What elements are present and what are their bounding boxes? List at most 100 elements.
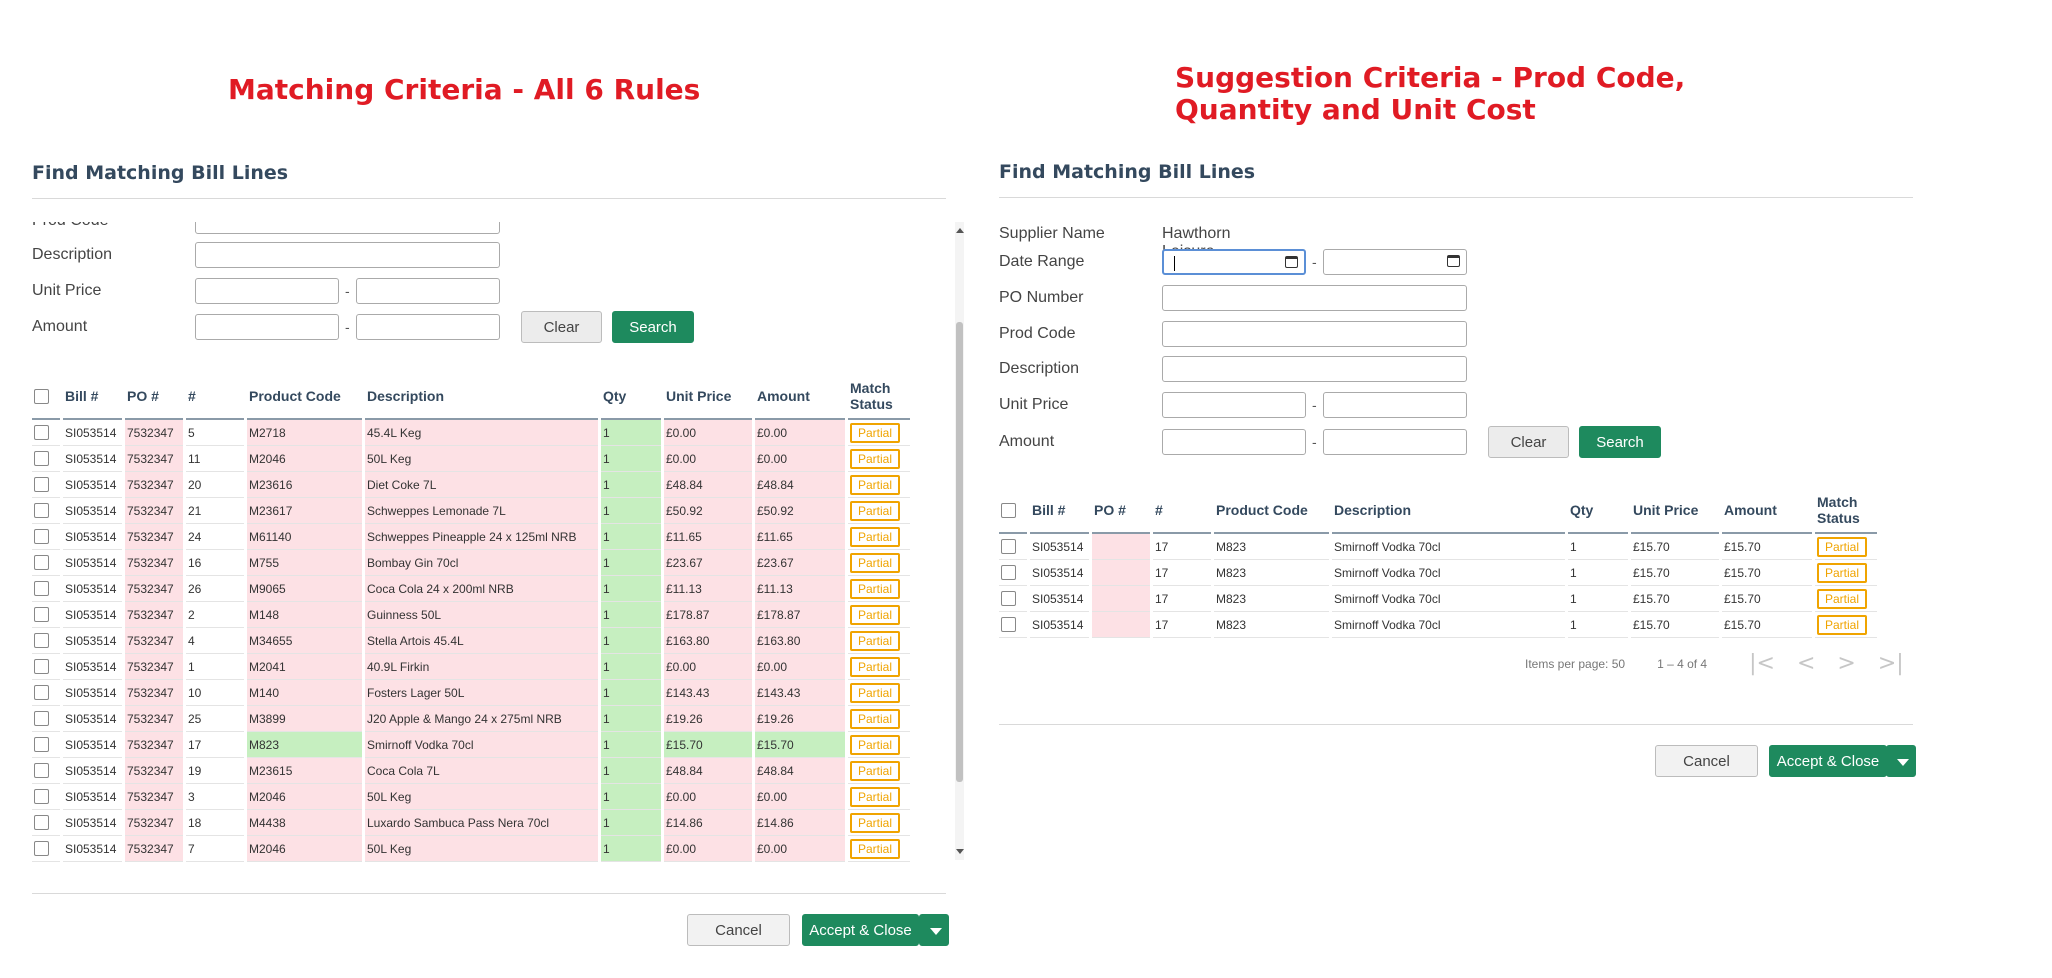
table-row[interactable]: SI053514 7532347 18 M4438 Luxardo Sambuca Pa… [32,810,910,836]
table-row[interactable]: SI053514 7532347 4 M34655 Stella Artois 45.4… [32,628,910,654]
row-checkbox[interactable] [34,529,49,545]
status-badge[interactable]: Partial [850,578,901,599]
status-badge[interactable]: Partial [1817,588,1868,609]
row-checkbox[interactable] [34,503,49,519]
status-badge[interactable]: Partial [1817,536,1868,557]
table-row[interactable]: SI053514 7532347 24 M61140 Schweppes Pineapp… [32,524,910,550]
search-button[interactable]: Search [612,311,694,343]
status-badge[interactable]: Partial [850,526,901,547]
table-row[interactable]: SI053514 17 M823 Smirnoff Vodka 70cl 1 £15.70… [999,612,1877,638]
amount-min-input[interactable] [195,314,339,340]
status-badge[interactable]: Partial [1817,614,1868,635]
accept-dropdown-button[interactable] [1886,745,1916,777]
status-badge[interactable]: Partial [850,630,901,651]
scroll-up-icon[interactable] [956,228,964,233]
column-header[interactable]: Product Code [1214,488,1329,534]
column-header[interactable]: Unit Price [1631,488,1719,534]
row-checkbox[interactable] [34,581,49,597]
next-page-icon[interactable]: > [1837,651,1856,676]
prod-code-input[interactable] [195,222,500,234]
unit-price-min-input[interactable] [195,278,339,304]
row-checkbox[interactable] [34,451,49,467]
select-all-checkbox[interactable] [1001,503,1016,519]
table-row[interactable]: SI053514 7532347 26 M9065 Coca Cola 24 x 200… [32,576,910,602]
status-badge[interactable]: Partial [850,604,901,625]
last-page-icon[interactable]: >| [1877,651,1904,676]
column-header[interactable]: PO # [1092,488,1150,534]
column-header[interactable]: Unit Price [664,374,752,420]
table-row[interactable]: SI053514 7532347 5 M2718 45.4L Keg 1 £0.00 £0.0… [32,420,910,446]
table-row[interactable]: SI053514 7532347 7 M2046 50L Keg 1 £0.00 £0.00 P… [32,836,910,862]
row-checkbox[interactable] [34,607,49,623]
unit-price-max-input[interactable] [356,278,500,304]
status-badge[interactable]: Partial [850,734,901,755]
items-per-page[interactable]: Items per page: 50 [1525,656,1626,671]
row-checkbox[interactable] [34,815,49,831]
status-badge[interactable]: Partial [850,682,901,703]
description-input[interactable] [195,242,500,268]
table-row[interactable]: SI053514 7532347 1 M2041 40.9L Firkin 1 £0.00 £… [32,654,910,680]
description-input[interactable] [1162,356,1467,382]
column-header[interactable]: PO # [125,374,183,420]
table-row[interactable]: SI053514 7532347 11 M2046 50L Keg 1 £0.00 £0.00… [32,446,910,472]
table-row[interactable]: SI053514 7532347 10 M140 Fosters Lager 50L 1 £… [32,680,910,706]
status-badge[interactable]: Partial [850,786,901,807]
column-header[interactable]: Qty [1568,488,1628,534]
amount-max-input[interactable] [1323,429,1467,455]
status-badge[interactable]: Partial [850,812,901,833]
row-checkbox[interactable] [34,633,49,649]
row-checkbox[interactable] [1001,539,1016,555]
column-header[interactable]: Qty [601,374,661,420]
accept-close-button[interactable]: Accept & Close [1769,745,1887,777]
status-badge[interactable]: Partial [850,552,901,573]
table-row[interactable]: SI053514 7532347 25 M3899 J20 Apple & Mango … [32,706,910,732]
row-checkbox[interactable] [34,737,49,753]
status-badge[interactable]: Partial [850,838,901,859]
status-badge[interactable]: Partial [850,656,901,677]
unit-price-min-input[interactable] [1162,392,1306,418]
search-button[interactable]: Search [1579,426,1661,458]
table-row[interactable]: SI053514 7532347 20 M23616 Diet Coke 7L 1 £48.… [32,472,910,498]
date-from-input[interactable] [1162,249,1306,275]
table-row[interactable]: SI053514 7532347 21 M23617 Schweppes Lemonad… [32,498,910,524]
status-badge[interactable]: Partial [850,422,901,443]
column-header[interactable]: Match Status [848,374,910,420]
row-checkbox[interactable] [34,763,49,779]
scroll-thumb[interactable] [956,322,963,782]
results-scrollbar[interactable] [955,222,964,860]
cancel-button[interactable]: Cancel [1655,745,1758,777]
column-header[interactable]: Amount [755,374,845,420]
table-row[interactable]: SI053514 17 M823 Smirnoff Vodka 70cl 1 £15.70… [999,560,1877,586]
table-row[interactable]: SI053514 17 M823 Smirnoff Vodka 70cl 1 £15.70… [999,586,1877,612]
row-checkbox[interactable] [1001,565,1016,581]
row-checkbox[interactable] [34,477,49,493]
amount-min-input[interactable] [1162,429,1306,455]
unit-price-max-input[interactable] [1323,392,1467,418]
status-badge[interactable]: Partial [850,474,901,495]
column-header[interactable]: Bill # [63,374,122,420]
clear-button[interactable]: Clear [1488,426,1569,458]
column-header[interactable]: Bill # [1030,488,1089,534]
row-checkbox[interactable] [34,789,49,805]
accept-dropdown-button[interactable] [919,914,949,946]
status-badge[interactable]: Partial [850,708,901,729]
row-checkbox[interactable] [1001,591,1016,607]
status-badge[interactable]: Partial [850,448,901,469]
prod-code-input[interactable] [1162,321,1467,347]
status-badge[interactable]: Partial [850,760,901,781]
prev-page-icon[interactable]: < [1796,651,1816,676]
table-row[interactable]: SI053514 7532347 16 M755 Bombay Gin 70cl 1 £23… [32,550,910,576]
clear-button[interactable]: Clear [521,311,602,343]
amount-max-input[interactable] [356,314,500,340]
row-checkbox[interactable] [34,711,49,727]
cancel-button[interactable]: Cancel [687,914,790,946]
column-header[interactable]: Product Code [247,374,362,420]
column-header[interactable]: Description [1332,488,1565,534]
row-checkbox[interactable] [34,685,49,701]
row-checkbox[interactable] [34,659,49,675]
column-header[interactable]: # [186,374,244,420]
table-row[interactable]: SI053514 7532347 2 M148 Guinness 50L 1 £178.87… [32,602,910,628]
status-badge[interactable]: Partial [1817,562,1868,583]
column-header[interactable]: Match Status [1815,488,1877,534]
table-row[interactable]: SI053514 7532347 3 M2046 50L Keg 1 £0.00 £0.00 P… [32,784,910,810]
